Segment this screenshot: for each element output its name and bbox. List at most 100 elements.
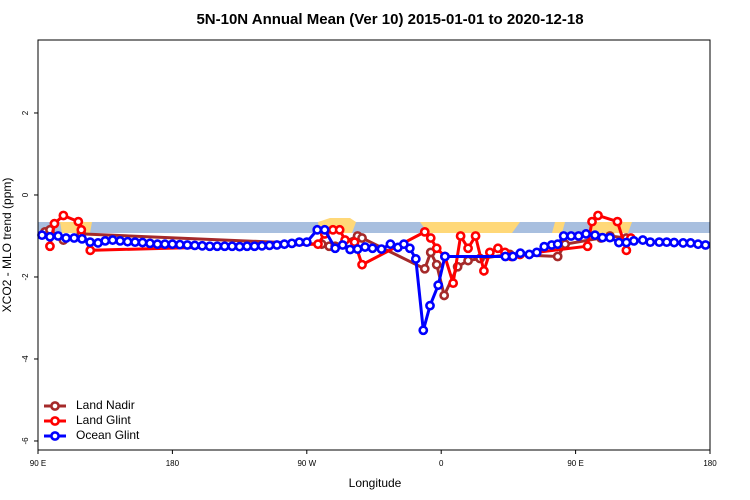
series xyxy=(40,224,632,301)
x-tick-label: 90 W xyxy=(297,459,316,468)
point xyxy=(614,237,624,248)
series xyxy=(45,210,636,289)
point xyxy=(484,247,495,258)
point xyxy=(531,247,542,258)
chart-title: 5N-10N Annual Mean (Ver 10) 2015-01-01 t… xyxy=(196,11,583,28)
series xyxy=(37,224,711,336)
point xyxy=(539,241,550,252)
point xyxy=(85,237,96,248)
plot-frame xyxy=(37,39,711,451)
point xyxy=(637,235,648,245)
point xyxy=(479,265,489,276)
point xyxy=(463,243,473,254)
point xyxy=(685,238,696,248)
x-tick-label: 0 xyxy=(439,459,444,468)
point xyxy=(515,248,526,259)
point xyxy=(182,240,193,250)
point xyxy=(558,231,569,241)
point xyxy=(85,245,96,256)
point xyxy=(357,259,367,270)
point xyxy=(337,240,348,250)
plot-area xyxy=(37,210,711,336)
point xyxy=(433,280,444,291)
legend-label: Ocean Glint xyxy=(76,428,140,442)
legend-label: Land Glint xyxy=(76,413,131,427)
point xyxy=(264,240,275,251)
point xyxy=(440,251,450,262)
y-tick-label: -2 xyxy=(21,273,30,281)
point xyxy=(107,235,118,245)
point xyxy=(661,237,672,248)
point xyxy=(334,224,345,235)
point xyxy=(234,241,245,252)
point xyxy=(330,243,341,254)
point xyxy=(69,233,80,243)
point xyxy=(628,235,639,246)
point xyxy=(257,240,267,251)
point xyxy=(45,241,55,252)
point xyxy=(590,230,600,241)
point xyxy=(319,224,330,235)
legend-label: Land Nadir xyxy=(76,398,135,412)
point xyxy=(45,231,55,242)
point xyxy=(552,239,563,250)
point xyxy=(552,251,563,262)
legend-marker xyxy=(50,416,60,426)
point xyxy=(612,216,623,227)
point xyxy=(678,238,689,248)
point xyxy=(654,237,665,248)
land-patch xyxy=(420,222,520,233)
point xyxy=(645,237,656,248)
point xyxy=(167,239,178,250)
y-tick-label: -6 xyxy=(21,437,30,445)
point xyxy=(431,259,442,270)
point xyxy=(404,243,415,254)
land-patch xyxy=(552,222,565,233)
point xyxy=(352,244,363,254)
point xyxy=(367,243,378,254)
point xyxy=(700,240,711,250)
point xyxy=(53,231,64,241)
point xyxy=(621,237,632,248)
point xyxy=(425,233,436,243)
point xyxy=(621,245,632,256)
ocean-band xyxy=(38,222,710,233)
point xyxy=(77,233,87,244)
point xyxy=(507,251,518,262)
point xyxy=(500,251,511,262)
point xyxy=(301,237,312,248)
point xyxy=(73,216,84,227)
x-tick-label: 180 xyxy=(166,459,180,468)
point xyxy=(249,241,260,252)
point xyxy=(189,240,200,251)
point xyxy=(419,263,430,274)
point xyxy=(345,244,356,255)
point xyxy=(49,218,60,229)
point xyxy=(122,236,133,247)
x-tick-label: 90 E xyxy=(30,459,46,468)
point xyxy=(448,278,459,289)
point xyxy=(130,237,140,248)
point xyxy=(418,325,429,336)
point xyxy=(272,240,282,250)
point xyxy=(115,235,126,246)
point xyxy=(313,239,323,250)
point xyxy=(100,235,111,246)
point xyxy=(593,210,603,221)
point xyxy=(137,237,148,248)
y-axis-label: XCO2 - MLO trend (ppm) xyxy=(0,178,14,313)
y-tick-label: -4 xyxy=(21,355,30,363)
point xyxy=(376,244,387,254)
point xyxy=(279,239,290,250)
point xyxy=(573,231,584,241)
point xyxy=(152,239,163,250)
x-tick-label: 180 xyxy=(703,459,717,468)
point xyxy=(693,239,703,250)
point xyxy=(357,233,367,243)
point xyxy=(425,300,435,311)
point xyxy=(439,290,450,301)
point xyxy=(431,243,442,254)
legend-marker xyxy=(50,431,60,441)
point xyxy=(294,237,305,248)
point xyxy=(58,210,69,221)
